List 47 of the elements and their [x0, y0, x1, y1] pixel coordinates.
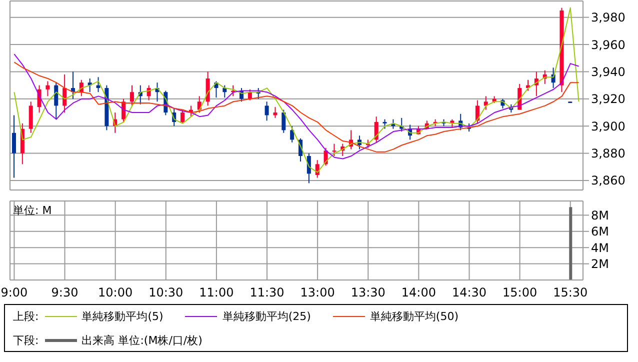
candlestick	[282, 109, 286, 134]
candlestick	[54, 82, 58, 120]
annotation: 単位: M	[13, 203, 52, 218]
x-tick-label: 10:30	[148, 286, 184, 300]
legend-label: 単純移動平均(5)	[82, 308, 164, 324]
candlestick	[12, 114, 16, 178]
candlestick	[222, 84, 227, 98]
candlestick	[475, 100, 480, 124]
x-tick-label: 9:30	[51, 286, 78, 300]
y-tick-label: 3,900	[591, 119, 626, 134]
x-tick-label: 13:30	[350, 286, 386, 300]
legend-title: 下段:	[13, 332, 39, 348]
candlestick	[290, 126, 294, 143]
candlestick	[374, 116, 378, 143]
candlestick	[273, 106, 278, 118]
candlestick	[332, 143, 336, 157]
candlestick	[180, 109, 185, 124]
y-tick-label: 6M	[591, 224, 609, 239]
candlestick	[28, 101, 33, 134]
candlestick	[206, 71, 210, 106]
y-tick-label: 3,880	[591, 146, 626, 161]
y-tick-label: 8M	[591, 208, 609, 222]
x-tick-label: 15:30	[553, 286, 588, 300]
x-tick-label: 15:00	[502, 286, 538, 300]
x-tick-label: 14:00	[401, 286, 436, 300]
candlestick	[130, 84, 134, 106]
y-tick-label: 3,960	[591, 38, 626, 52]
legend-label: 出来高 単位:(M株/口/枚)	[82, 332, 202, 348]
x-tick-label: 11:30	[250, 286, 284, 300]
candlestick	[46, 80, 50, 97]
x-tick-label: 10:00	[98, 286, 133, 300]
legend-label: 単純移動平均(50)	[370, 308, 458, 324]
y-tick-label: 2M	[591, 257, 609, 272]
candlestick	[231, 84, 236, 97]
candlestick	[264, 101, 269, 122]
y-tick-label: 3,980	[591, 10, 626, 25]
legend-title: 上段:	[13, 308, 39, 324]
y-tick-label: 3,940	[591, 64, 626, 79]
y-tick-label: 3,860	[591, 174, 626, 188]
x-tick-label: 11:00	[199, 286, 234, 300]
x-tick-label: 9:00	[0, 286, 28, 300]
y-tick-label: 3,920	[591, 92, 626, 106]
x-tick-label: 13:00	[300, 286, 335, 300]
candlestick	[382, 118, 387, 130]
x-tick-label: 14:30	[452, 286, 487, 300]
y-tick-label: 4M	[591, 240, 609, 255]
legend-label: 単純移動平均(25)	[222, 308, 311, 324]
